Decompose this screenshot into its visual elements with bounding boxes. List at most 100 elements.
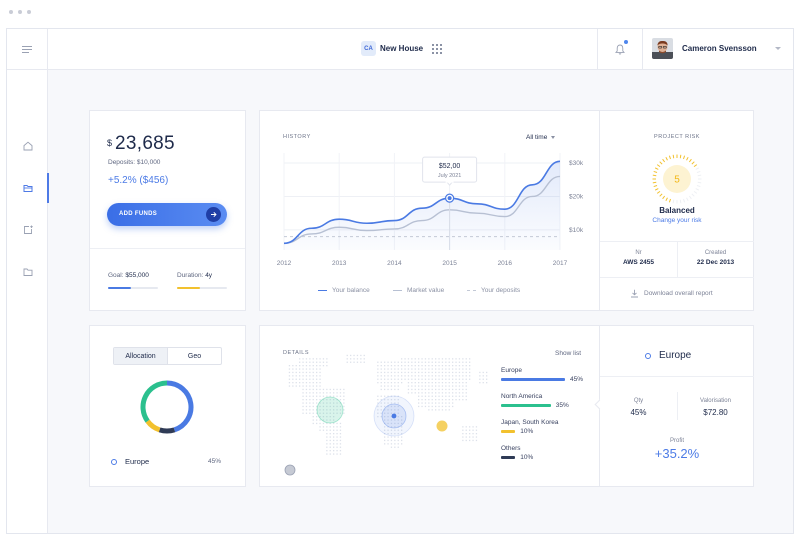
map-dot [431,399,433,401]
map-dot [302,409,304,411]
region-name[interactable]: North America [501,393,543,400]
map-dot [441,402,444,404]
map-dot [299,385,301,387]
map-dot [435,378,437,380]
map-dot [445,402,447,404]
map-dot [414,375,416,377]
map-dot [322,426,325,428]
map-dot [452,375,454,377]
map-dot [387,371,389,374]
world-map[interactable] [278,340,508,480]
map-dot [394,368,396,370]
map-dot [329,453,331,455]
chevron-down-icon[interactable] [775,47,781,50]
map-dot [452,358,454,360]
map-dot [312,371,314,374]
map-dot [407,382,410,384]
map-dot [458,371,461,374]
map-dot [431,358,433,360]
map-dot [390,429,393,431]
map-dot [316,392,318,394]
region-name[interactable]: Europe [501,367,522,374]
map-dot [322,412,325,414]
range-select[interactable]: All time [526,134,556,141]
map-dot [384,416,386,418]
region-pct: 10% [520,428,534,435]
sidebar-item-folder[interactable] [7,257,48,287]
map-dot [418,371,420,374]
map-dot [302,399,304,401]
notifications-button[interactable] [597,29,643,69]
legend-your-deposits[interactable]: Your deposits [467,287,520,294]
map-dot [428,368,430,370]
tab-allocation[interactable]: Allocation [114,348,168,364]
sidebar-item-home[interactable] [7,131,48,161]
map-dot [384,433,386,435]
map-dot [333,422,335,425]
region-name[interactable]: Others [501,445,521,452]
map-dot [326,429,328,431]
map-dot [343,405,345,408]
map-dot [462,392,464,394]
selected-region[interactable]: Europe [111,457,149,466]
map-dot [401,365,403,367]
map-dot [401,361,403,363]
map-dot [435,382,437,384]
map-dot [438,365,440,367]
menu-button[interactable] [7,29,48,69]
created-value: 22 Dec 2013 [696,259,735,266]
project-switcher[interactable]: CA New House [361,41,443,56]
map-dot [329,419,331,421]
map-dot [448,358,450,360]
sidebar-item-wallet[interactable] [7,173,49,203]
map-dot [462,375,464,377]
map-dot [316,412,318,414]
map-dot [309,375,311,377]
map-dot [452,402,454,404]
map-dot [316,399,318,401]
tab-geo[interactable]: Geo [187,352,202,360]
y-tick-label: $30k [569,160,584,167]
download-report-link[interactable]: Download overall report [630,289,713,298]
apps-grid-icon[interactable] [432,43,443,54]
map-dot [394,395,396,397]
map-dot [435,402,437,404]
map-dot [309,378,311,380]
legend-your-balance[interactable]: Your balance [318,287,370,294]
map-dot [299,375,301,377]
legend-market-value[interactable]: Market value [393,287,444,294]
map-dot [397,399,399,401]
map-dot [377,416,379,418]
map-dot [387,402,389,404]
map-dot [292,371,294,374]
map-dot [288,368,291,370]
map-dot [329,426,331,428]
region-name[interactable]: Japan, South Korea [501,419,559,426]
map-dot [343,412,345,414]
map-dot [326,419,328,421]
sidebar-item-add[interactable] [7,215,48,245]
map-dot [305,378,308,380]
map-dot [305,368,308,370]
map-dot [452,388,454,391]
download-report-label: Download overall report [644,290,713,297]
map-dot [326,409,328,411]
add-funds-button[interactable]: ADD FUNDS [107,203,227,226]
user-menu[interactable]: Cameron Svensson [652,38,757,59]
map-dot [350,358,352,360]
valorisation-value: $72.80 [703,408,728,417]
map-dot [445,385,447,387]
map-dot [397,429,399,431]
gauge-tick [668,155,671,160]
map-dot [465,399,467,401]
map-dot [394,419,396,421]
map-dot [312,368,314,370]
map-dot [333,429,335,431]
home-icon [23,141,32,151]
map-dot [445,375,447,377]
map-dot [441,382,444,384]
show-list-link[interactable]: Show list [555,350,582,357]
change-risk-link[interactable]: Change your risk [652,217,702,224]
map-dot [377,409,379,411]
duration-text: Duration: 4y [177,272,212,279]
